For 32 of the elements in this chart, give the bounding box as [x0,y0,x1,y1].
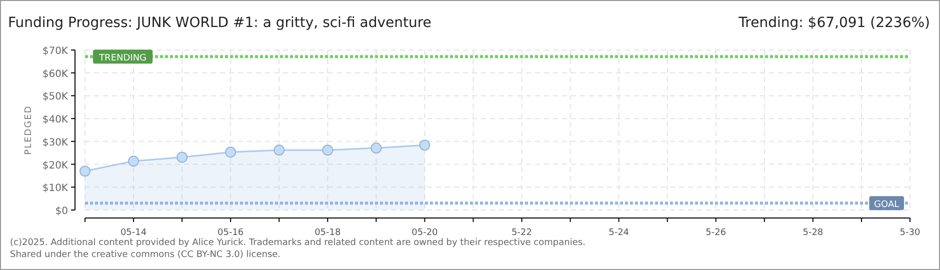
ref-line-label: TRENDING [98,54,147,64]
text: Shared under the creative commons (CC BY-NC 3.0) license. [10,250,281,260]
point [322,144,334,156]
x-tick-label: 5-24 [608,228,630,238]
point [419,140,430,151]
y-tick-label: $40K [42,114,68,126]
point [370,142,382,154]
x-tick-label: 05-16 [218,228,244,238]
y-tick-label: $30K [42,137,68,148]
point [225,146,236,158]
x-tick-label: 5-28 [802,228,824,238]
point [176,152,188,163]
point [274,144,285,156]
x-tick-label: 05-14 [120,228,147,238]
x-tick-label: 5-26 [706,228,726,238]
x-tick-label: 05-20 [412,228,438,238]
y-tick-label: $60K [42,68,68,80]
x-tick-label: 5-22 [512,228,532,238]
x-tick-label: 5-30 [900,228,920,238]
text: (c)2025. Additional content provided by Alice Yurick. Trademarks and related content are owned by their respective companies. [10,238,586,248]
y-tick-label: $70K [42,46,68,57]
y-axis-title: PLEDGED [24,105,34,155]
y-tick-label: $50K [42,92,68,103]
y-tick-label: $20K [42,160,68,172]
point [80,166,90,177]
y-tick-label: $0 [55,206,68,217]
y-tick-label: $10K [42,183,68,194]
x-tick-label: 05-18 [314,228,341,238]
chart-subtitle: Trending: $67,091 (2236%) [738,15,930,31]
point [128,156,140,167]
chart-title: Funding Progress: JUNK WORLD #1: a gritty, sci-fi adventure [8,15,432,31]
ref-line-label: GOAL [874,200,900,210]
